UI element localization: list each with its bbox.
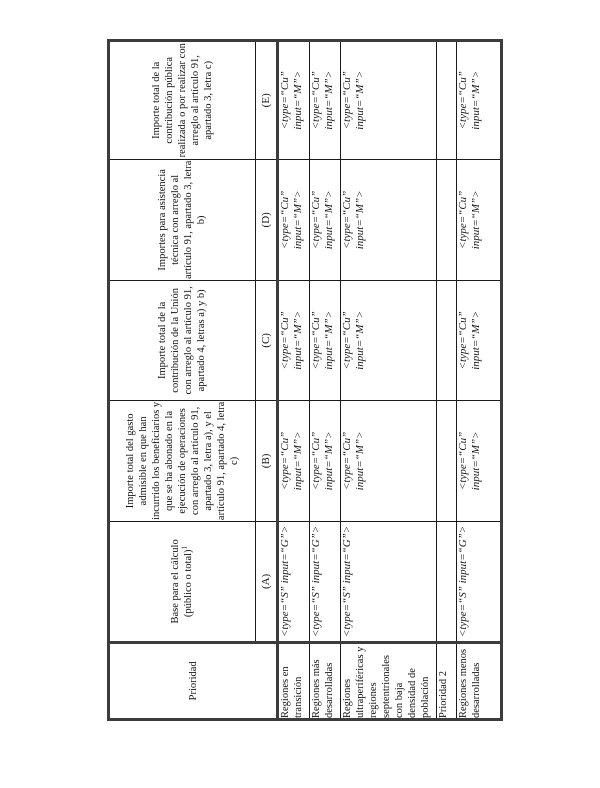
- table-row: Regiones menos desarrolladas <type=“S” i…: [456, 40, 502, 720]
- corner-header-cell: Prioridad: [108, 642, 278, 720]
- corner-header-label: Prioridad: [187, 661, 199, 701]
- column-header-d: Importes para asistencia técnica con arr…: [108, 159, 256, 281]
- data-cell: <type=“Cu” input=“M”>: [309, 400, 341, 522]
- data-cell-empty: [436, 521, 457, 643]
- column-letter-d: (D): [255, 159, 278, 281]
- data-cell: <type=“Cu” input=“M”>: [456, 400, 502, 522]
- column-letter-a: (A): [255, 521, 278, 643]
- column-header-a: Base para el cálculo (público o total)1: [108, 521, 256, 643]
- header-row: Prioridad Base para el cálculo (público …: [108, 40, 278, 720]
- data-cell: <type=“Cu” input=“M”>: [456, 280, 502, 401]
- row-label: Regiones ultraperiféricas y regiones sep…: [340, 642, 437, 720]
- table-row: Regiones en transición <type=“S” input=“…: [277, 40, 310, 720]
- data-cell: <type=“Cu” input=“M”>: [340, 40, 437, 160]
- data-cell: <type=“Cu” input=“M”>: [309, 40, 341, 160]
- data-cell: <type=“Cu” input=“M”>: [277, 40, 310, 160]
- column-letter-e: (E): [255, 40, 278, 160]
- data-cell-empty: [436, 159, 457, 281]
- data-cell: <type=“Cu” input=“M”>: [277, 400, 310, 522]
- data-cell: <type=“Cu” input=“M”>: [340, 159, 437, 281]
- data-cell: <type=“Cu” input=“M”>: [456, 159, 502, 281]
- footnote-marker: 1: [179, 545, 189, 550]
- rotated-table-container: Prioridad Base para el cálculo (público …: [107, 39, 503, 721]
- data-cell-empty: [436, 40, 457, 160]
- data-cell-empty: [436, 280, 457, 401]
- data-cell: <type=“Cu” input=“M”>: [309, 159, 341, 281]
- table-row: Regiones más desarrolladas <type=“S” inp…: [309, 40, 341, 720]
- data-cell-empty: [436, 400, 457, 522]
- data-cell: <type=“S” input=“G”>: [456, 521, 502, 643]
- section-header-row: Prioridad 2: [436, 40, 457, 720]
- data-cell: <type=“Cu” input=“M”>: [277, 159, 310, 281]
- row-label: Regiones en transición: [277, 642, 310, 720]
- data-cell: <type=“Cu” input=“M”>: [340, 280, 437, 401]
- column-header-e: Importe total de la contribución pública…: [108, 40, 256, 160]
- column-header-b: Importe total del gasto admisible en que…: [108, 400, 256, 522]
- row-label: Prioridad 2: [436, 642, 457, 720]
- column-letter-c: (C): [255, 280, 278, 401]
- data-cell: <type=“S” input=“G”>: [277, 521, 310, 643]
- column-letter-b: (B): [255, 400, 278, 522]
- column-header-c: Importe total de la contribución de la U…: [108, 280, 256, 401]
- table-row: Regiones ultraperiféricas y regiones sep…: [340, 40, 437, 720]
- data-cell: <type=“Cu” input=“M”>: [277, 280, 310, 401]
- row-label: Regiones más desarrolladas: [309, 642, 341, 720]
- data-cell: <type=“S” input=“G”>: [309, 521, 341, 643]
- data-cell: <type=“Cu” input=“M”>: [340, 400, 437, 522]
- column-letters-row: (A) (B) (C) (D) (E): [255, 40, 278, 720]
- data-cell: <type=“Cu” input=“M”>: [456, 40, 502, 160]
- data-cell: <type=“Cu” input=“M”>: [309, 280, 341, 401]
- financial-data-table: Prioridad Base para el cálculo (público …: [107, 39, 503, 721]
- row-label: Regiones menos desarrolladas: [456, 642, 502, 720]
- data-cell: <type=“S” input=“G”>: [340, 521, 437, 643]
